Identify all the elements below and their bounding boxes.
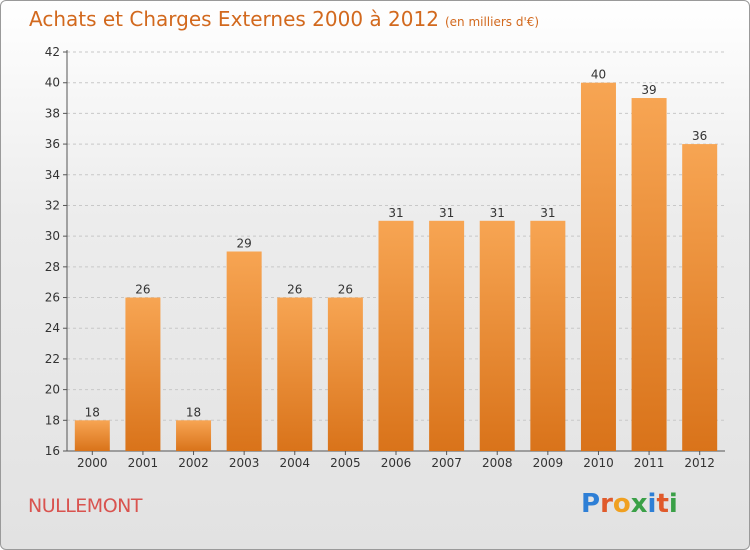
bar-2005 xyxy=(327,297,363,451)
data-label-2005: 26 xyxy=(338,283,353,297)
bar-2009 xyxy=(530,220,566,451)
logo-letter: o xyxy=(612,489,631,519)
logo-letter: i xyxy=(668,489,678,519)
y-tick-label: 24 xyxy=(45,321,60,335)
y-tick-label: 38 xyxy=(45,106,60,120)
x-tick-label-2011: 2011 xyxy=(634,456,665,470)
data-label-2011: 39 xyxy=(641,83,656,97)
data-label-2007: 31 xyxy=(439,206,454,220)
y-tick-label: 16 xyxy=(45,444,60,458)
proxiti-logo: Proxiti xyxy=(581,489,678,519)
data-label-2012: 36 xyxy=(692,129,707,143)
y-tick-label: 20 xyxy=(45,383,60,397)
bar-2011 xyxy=(631,98,667,452)
data-label-2008: 31 xyxy=(490,206,505,220)
data-label-2000: 18 xyxy=(85,405,100,419)
data-label-2010: 40 xyxy=(591,68,606,82)
y-tick-label: 26 xyxy=(45,291,60,305)
bar-2002 xyxy=(176,420,212,451)
x-tick-label-2000: 2000 xyxy=(77,456,108,470)
x-tick-label-2002: 2002 xyxy=(178,456,209,470)
logo-letter: t xyxy=(656,489,669,519)
data-label-2006: 31 xyxy=(388,206,403,220)
logo-letter: P xyxy=(581,489,601,519)
bar-2000 xyxy=(74,420,110,451)
x-tick-label-2006: 2006 xyxy=(381,456,412,470)
data-label-2003: 29 xyxy=(237,237,252,251)
bar-2006 xyxy=(378,220,414,451)
x-tick-label-2012: 2012 xyxy=(684,456,715,470)
chart-title: Achats et Charges Externes 2000 à 2012 (e… xyxy=(29,7,539,31)
bar-2001 xyxy=(125,297,161,451)
data-label-2002: 18 xyxy=(186,405,201,419)
y-tick-label: 42 xyxy=(45,45,60,59)
data-label-2001: 26 xyxy=(135,283,150,297)
logo-letter: i xyxy=(647,489,657,519)
bar-2003 xyxy=(226,251,262,451)
x-tick-label-2007: 2007 xyxy=(431,456,462,470)
y-tick-label: 36 xyxy=(45,137,60,151)
y-tick-label: 28 xyxy=(45,260,60,274)
bar-2008 xyxy=(479,220,515,451)
bar-2004 xyxy=(277,297,313,451)
chart-subtitle: (en milliers d'€) xyxy=(444,15,540,29)
bar-2012 xyxy=(682,144,718,452)
y-tick-label: 34 xyxy=(45,168,60,182)
bar-2007 xyxy=(429,220,465,451)
bar-2010 xyxy=(580,82,616,451)
y-tick-label: 32 xyxy=(45,198,60,212)
y-tick-label: 22 xyxy=(45,352,60,366)
y-tick-label: 30 xyxy=(45,229,60,243)
logo-letter: r xyxy=(600,489,613,519)
data-label-2004: 26 xyxy=(287,283,302,297)
commune-name: NULLEMONT xyxy=(28,495,142,517)
x-tick-label-2003: 2003 xyxy=(229,456,260,470)
x-tick-label-2004: 2004 xyxy=(279,456,310,470)
y-tick-label: 18 xyxy=(45,413,60,427)
chart-title-text: Achats et Charges Externes 2000 à 2012 xyxy=(29,7,439,31)
data-label-2009: 31 xyxy=(540,206,555,220)
x-tick-label-2009: 2009 xyxy=(533,456,564,470)
x-tick-label-2001: 2001 xyxy=(128,456,159,470)
x-tick-label-2008: 2008 xyxy=(482,456,513,470)
x-tick-label-2010: 2010 xyxy=(583,456,614,470)
logo-letter: x xyxy=(630,489,648,519)
y-tick-label: 40 xyxy=(45,76,60,90)
x-tick-label-2005: 2005 xyxy=(330,456,361,470)
